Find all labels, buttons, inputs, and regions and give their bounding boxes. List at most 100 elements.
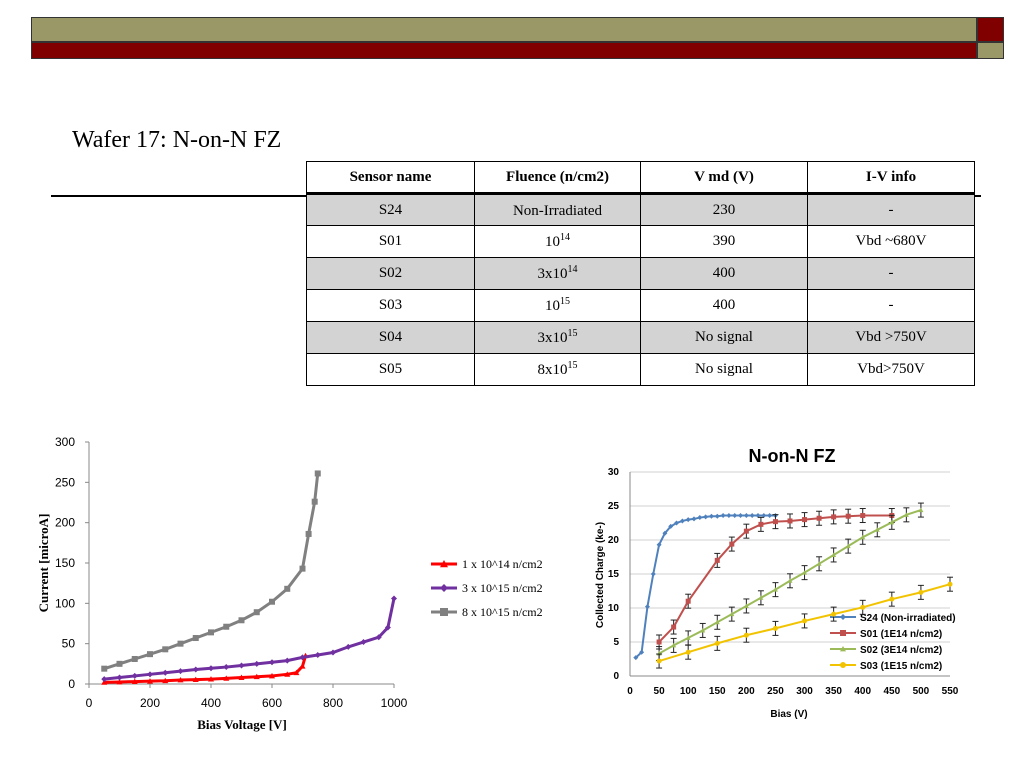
- data-point: [633, 655, 639, 661]
- data-point: [860, 604, 866, 610]
- data-point: [743, 603, 749, 608]
- data-point: [816, 515, 822, 521]
- data-point: [238, 674, 245, 680]
- x-tick-label: 400: [201, 696, 221, 710]
- sensor-name-cell: S24: [306, 193, 475, 226]
- data-point: [391, 595, 397, 602]
- x-tick-label: 200: [140, 696, 160, 710]
- data-point: [772, 519, 778, 525]
- data-point: [802, 618, 808, 624]
- data-point: [223, 623, 230, 630]
- y-tick-label: 50: [62, 637, 76, 651]
- vmd-cell: No signal: [640, 321, 808, 354]
- data-point: [208, 676, 214, 682]
- x-tick-label: 0: [86, 696, 93, 710]
- sensor-name-cell: S05: [306, 353, 475, 386]
- data-point: [284, 585, 291, 592]
- data-point: [802, 517, 808, 523]
- y-tick-label: 250: [55, 475, 75, 489]
- table-row: S01 1014 390 Vbd ~680V: [306, 225, 975, 258]
- sensor-table: Sensor name Fluence (n/cm2) V md (V) I-V…: [306, 161, 975, 386]
- y-tick-label: 5: [613, 637, 619, 648]
- data-point: [269, 659, 275, 666]
- data-point: [644, 604, 650, 610]
- fluence-cell: 3x1014: [474, 257, 641, 290]
- data-point: [738, 513, 744, 519]
- legend-marker: [840, 662, 846, 668]
- data-point: [131, 655, 138, 662]
- data-point: [671, 642, 677, 648]
- data-point: [269, 672, 275, 679]
- iv-info-cell: -: [807, 289, 975, 322]
- data-point: [743, 513, 749, 519]
- x-tick-label: 250: [767, 686, 784, 697]
- legend-label: S01 (1E14 n/cm2): [860, 629, 942, 640]
- data-point: [177, 676, 184, 683]
- iv-info-cell: -: [807, 193, 975, 226]
- data-point: [293, 669, 300, 676]
- data-point: [639, 649, 645, 655]
- fluence-cell: Non-Irradiated: [474, 193, 641, 226]
- sensor-name-cell: S02: [306, 257, 475, 290]
- data-point: [305, 530, 312, 537]
- data-point: [253, 660, 260, 667]
- y-tick-label: 200: [55, 516, 75, 530]
- vmd-cell: No signal: [640, 353, 808, 386]
- data-point: [360, 639, 367, 646]
- data-point: [656, 542, 662, 548]
- data-point: [772, 587, 778, 592]
- x-tick-label: 550: [942, 686, 959, 697]
- vmd-cell: 230: [640, 193, 808, 226]
- slide-title: Wafer 17: N-on-N FZ: [72, 127, 282, 153]
- data-point: [650, 571, 656, 577]
- data-point: [918, 507, 924, 513]
- x-axis-title: Bias Voltage [V]: [197, 717, 287, 732]
- x-tick-label: 50: [654, 686, 666, 697]
- data-point: [708, 513, 714, 519]
- data-point: [831, 552, 837, 557]
- data-point: [845, 543, 851, 549]
- data-point: [314, 651, 321, 658]
- y-tick-label: 25: [608, 501, 620, 512]
- data-point: [162, 646, 169, 653]
- table-row: S24 Non-Irradiated 230 -: [306, 193, 975, 226]
- data-point: [116, 678, 123, 685]
- data-point: [732, 513, 738, 519]
- data-point: [679, 518, 685, 524]
- table-row: S04 3x1015 No signal Vbd >750V: [306, 321, 975, 354]
- legend-marker: [440, 584, 448, 592]
- header-square-olive: [977, 42, 1004, 59]
- data-point: [758, 521, 764, 527]
- x-tick-label: 150: [709, 686, 726, 697]
- data-point: [253, 609, 260, 616]
- data-point: [192, 676, 199, 682]
- legend-marker: [840, 614, 846, 620]
- data-point: [845, 513, 851, 519]
- legend-label: S02 (3E14 n/cm2): [860, 645, 942, 656]
- x-tick-label: 600: [262, 696, 282, 710]
- x-axis-title: Bias (V): [770, 709, 807, 720]
- y-tick-label: 0: [68, 677, 75, 691]
- data-point: [311, 498, 318, 505]
- x-tick-label: 350: [825, 686, 842, 697]
- sensor-name-cell: S04: [306, 321, 475, 354]
- chart-title: N-on-N FZ: [749, 446, 836, 466]
- x-tick-label: 1000: [381, 696, 408, 710]
- data-point: [743, 528, 749, 534]
- data-point: [767, 513, 773, 519]
- data-point: [147, 651, 153, 658]
- y-tick-label: 150: [55, 556, 75, 570]
- column-header-iv: I-V info: [807, 161, 975, 195]
- column-header-vmd: V md (V): [640, 161, 808, 195]
- data-point: [755, 513, 761, 519]
- table-row: S05 8x1015 No signal Vbd>750V: [306, 353, 975, 386]
- data-point: [787, 518, 793, 524]
- data-point: [831, 611, 837, 617]
- x-tick-label: 400: [854, 686, 871, 697]
- data-point: [874, 527, 880, 532]
- data-point: [697, 515, 703, 521]
- data-point: [772, 625, 778, 631]
- y-tick-label: 15: [608, 569, 620, 580]
- data-point: [223, 664, 230, 671]
- data-point: [947, 581, 953, 587]
